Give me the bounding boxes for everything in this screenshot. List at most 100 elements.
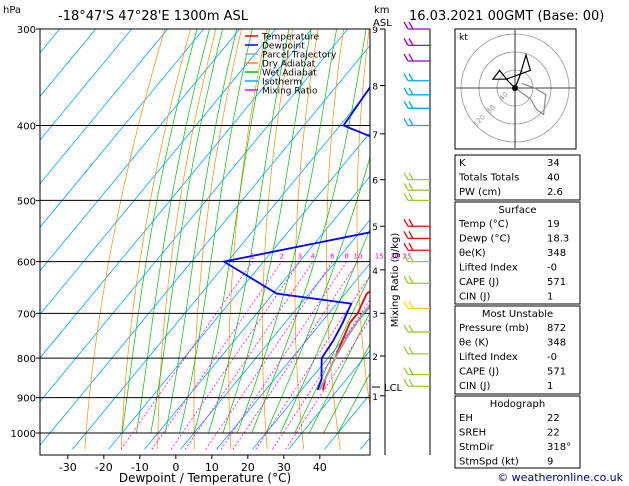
- index-label: SREH: [459, 428, 486, 439]
- legend-label: Dry Adiabat: [262, 60, 316, 70]
- legend-label: Mixing Ratio: [262, 87, 318, 97]
- isotherm-line: [40, 29, 277, 315]
- height-tick-label: 2: [372, 353, 378, 363]
- wind-barb-flag: [408, 21, 414, 30]
- height-tick-label: 7: [372, 131, 378, 141]
- wind-barb-flag: [403, 242, 409, 251]
- wet-adiabat-line: [121, 29, 198, 434]
- wind-barb: [403, 100, 430, 109]
- legend-label: Parcel Trajectory: [262, 51, 337, 61]
- hodograph-unit: kt: [459, 33, 468, 43]
- wind-barb: [403, 367, 430, 376]
- height-axis: 9 8 7 6 5 4 3 2 1 LCL: [372, 26, 403, 403]
- temperature-axis: -30 -20 -10 0 10 20 30 40: [59, 455, 327, 474]
- pressure-tick-label: 700: [17, 309, 36, 320]
- mixing-ratio-tick-label: 6: [330, 253, 335, 261]
- wind-barb: [403, 193, 430, 202]
- index-value: 40: [547, 173, 560, 184]
- temperature-tick-label: -10: [131, 461, 149, 474]
- isotherm-line: [0, 29, 24, 449]
- wind-barb: [403, 87, 430, 96]
- wind-barb-flag: [408, 324, 414, 333]
- isotherm-line: [40, 29, 241, 272]
- index-value: 348: [547, 338, 566, 349]
- wind-barb: [403, 254, 430, 263]
- wind-barb-flag: [408, 38, 414, 46]
- index-label: K: [459, 158, 466, 169]
- mixing-ratio-labels: 1 2 3 4 6 8 10 15 20 25: [250, 253, 411, 261]
- wind-barb: [403, 346, 430, 355]
- general-indices-box: [454, 154, 581, 201]
- hodograph-indices-box: [454, 395, 581, 469]
- plot-background: [40, 29, 370, 455]
- wind-barb-flag: [408, 301, 414, 309]
- most-unstable-title: Most Unstable: [482, 309, 553, 320]
- height-ref-label: ASL: [373, 18, 392, 29]
- dry-adiabat-line: [84, 29, 166, 450]
- isobar-lines: [40, 29, 370, 434]
- lcl-label: LCL: [384, 383, 403, 394]
- wet-adiabat-line: [294, 274, 370, 434]
- wind-barb-flag: [408, 231, 414, 239]
- height-tick-label: 5: [372, 223, 378, 233]
- wet-adiabat-line: [280, 227, 370, 434]
- index-label: Lifted Index: [459, 352, 518, 363]
- wind-barb-flag: [408, 182, 414, 191]
- isotherm-line: [40, 29, 169, 185]
- mixing-ratio-tick-label: 4: [311, 253, 316, 261]
- plot-frame: [39, 28, 371, 456]
- profile-lines: [221, 85, 370, 391]
- mixing-ratio-tick-label: 25: [403, 253, 412, 261]
- temperature-tick-label: 20: [241, 461, 255, 474]
- legend-label: Wet Adiabat: [262, 69, 317, 79]
- wind-barb-flag: [403, 346, 409, 355]
- most-unstable-box: [454, 305, 581, 395]
- index-value: 2.6: [547, 187, 563, 198]
- dry-adiabat-line: [573, 29, 629, 449]
- height-unit-label: km: [374, 5, 390, 16]
- wind-barbs: [403, 21, 430, 387]
- isotherm-line: [40, 44, 370, 446]
- wind-barb-flag: [403, 100, 409, 109]
- index-label: Temp (°C): [458, 219, 509, 230]
- temperature-tick-label: 10: [205, 461, 219, 474]
- dry-adiabat-line: [599, 29, 629, 449]
- wind-barb-flag: [403, 378, 409, 387]
- index-label: θe(K): [459, 248, 486, 259]
- wind-barb-flag: [403, 254, 409, 262]
- datetime-title: 16.03.2021 00GMT (Base: 00): [409, 9, 604, 24]
- dry-adiabat-line: [193, 29, 242, 450]
- wet-adiabat-line: [308, 311, 370, 434]
- index-label: Pressure (mb): [459, 323, 529, 334]
- index-label: CAPE (J): [459, 367, 499, 378]
- mixing-ratio-line: [255, 274, 370, 450]
- wind-barb: [403, 378, 430, 387]
- wind-barb-flag: [403, 118, 409, 126]
- wind-barb-flag: [408, 118, 414, 126]
- indices-panel: K 34 Totals Totals 40 PW (cm) 2.6 Surface Temp …: [454, 154, 581, 469]
- hodograph-ring-label: 80: [485, 103, 497, 115]
- wind-barb: [403, 301, 430, 310]
- pressure-tick-label: 300: [17, 25, 36, 36]
- wet-adiabat-line: [193, 29, 270, 434]
- index-value: -0: [547, 352, 557, 363]
- index-label: CIN (J): [459, 381, 490, 392]
- index-value: 22: [547, 428, 560, 439]
- wet-adiabat-line: [265, 155, 370, 434]
- height-tick-label: 8: [372, 82, 378, 92]
- temperature-line: [322, 290, 370, 391]
- index-value: 18.3: [547, 234, 569, 245]
- mixing-ratio-line: [272, 298, 370, 450]
- legend-label: Isotherm: [262, 78, 302, 88]
- mixing-ratio-line: [205, 261, 333, 450]
- surface-box: [454, 201, 581, 305]
- index-value: 571: [547, 367, 566, 378]
- wind-barb-flag: [408, 346, 414, 355]
- wind-barb-flag: [403, 367, 409, 375]
- hodograph-ring-label: 40: [498, 90, 510, 102]
- index-label: StmSpd (kt): [459, 457, 519, 468]
- wet-adiabat-line: [236, 29, 337, 434]
- mixing-ratio-line: [285, 318, 370, 450]
